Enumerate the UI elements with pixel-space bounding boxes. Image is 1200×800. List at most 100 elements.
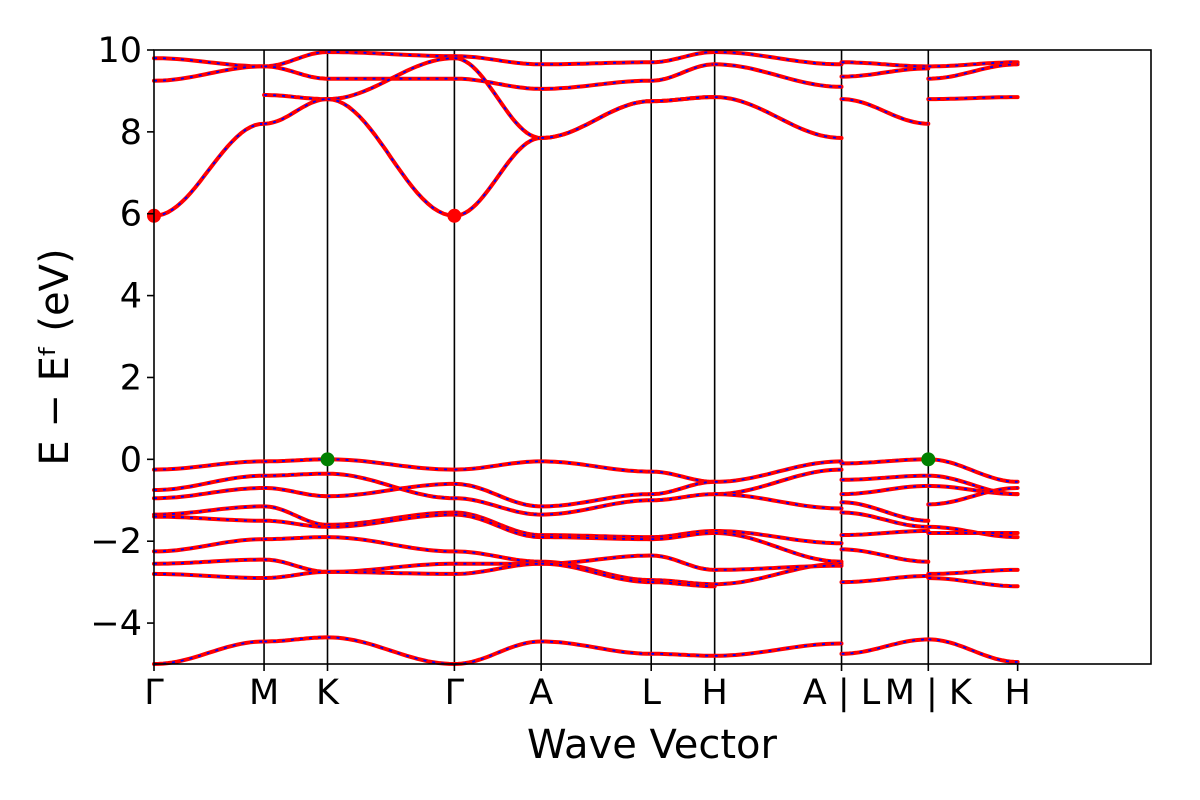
x-tick-label: H	[701, 673, 727, 713]
band-curve-dash	[327, 458, 455, 471]
band-curve-dash	[928, 63, 1018, 80]
band-curve-dash	[454, 513, 542, 538]
band-curve-dash	[154, 505, 265, 516]
x-tick-label: A | L	[803, 673, 881, 713]
x-tick-label: M | K	[885, 673, 973, 713]
band-curve-dash	[454, 77, 542, 90]
band-curve-dash	[841, 638, 929, 655]
band-curve-dash	[264, 94, 328, 100]
y-tick-label: 2	[120, 358, 142, 398]
band-curve-dash	[264, 519, 328, 528]
band-curve-dash	[651, 532, 715, 541]
band-curve-dash	[541, 61, 652, 66]
band-curve-dash	[841, 98, 929, 125]
band-curve-dash	[154, 538, 265, 553]
band-curve-dash	[153, 515, 265, 522]
band-curve-dash	[714, 530, 842, 545]
band-curve-dash	[714, 532, 842, 563]
y-tick-label: 10	[97, 31, 142, 71]
band-curve-dash	[928, 638, 1018, 663]
plot-background	[154, 50, 1151, 664]
x-tick-label: L	[641, 673, 661, 713]
band-curve-dash	[651, 470, 715, 483]
band-curve-dash	[264, 636, 328, 643]
band-curve-dash	[454, 497, 542, 516]
y-tick-label: 0	[120, 440, 142, 480]
band-curve-dash	[327, 513, 455, 528]
band-curve-dash	[714, 63, 842, 88]
band-curve-dash	[264, 505, 328, 526]
band-curve-dash	[928, 458, 1018, 483]
y-axis-label: E − Eᶠ (eV)	[32, 248, 78, 465]
band-curve-dash	[454, 562, 542, 575]
band-curve-dash	[153, 460, 265, 471]
band-curve-dash	[154, 474, 265, 491]
band-curve-dash	[541, 536, 652, 541]
y-tick-label: −4	[90, 604, 142, 644]
x-tick-label: H	[1004, 673, 1030, 713]
band-curve	[452, 56, 544, 140]
band-curve	[325, 56, 457, 102]
band-curve-dash	[153, 573, 265, 579]
band-curve-dash	[928, 487, 1018, 506]
band-curve-dash	[327, 536, 455, 553]
band-curve-dash	[264, 571, 328, 579]
vbm-marker	[320, 452, 335, 467]
band-curve-dash	[153, 640, 265, 665]
band-curve-dash	[841, 458, 929, 465]
band-curve	[712, 95, 844, 140]
band-curve-dash	[651, 493, 715, 502]
y-axis-ticks: −4 −2 0 2 4 6 8 10	[90, 31, 154, 644]
band-curve-dash	[928, 485, 1018, 495]
band-curve-dash	[651, 51, 715, 64]
band-curve-dash	[714, 468, 842, 495]
band-curve-dash	[154, 487, 265, 500]
band-curve-dash	[714, 51, 842, 66]
band-curve-dash	[841, 511, 929, 528]
band-curve-dash	[153, 122, 265, 217]
vbm-marker	[921, 452, 936, 467]
x-tick-label: Γ	[144, 673, 164, 713]
band-curve-dash	[541, 493, 652, 508]
band-curve-dash	[154, 558, 265, 565]
band-curve-dash	[928, 577, 1018, 588]
band-curve-dash	[541, 100, 652, 139]
band-curve-dash	[651, 96, 715, 103]
band-curve-dash	[454, 640, 542, 665]
band-curve-dash	[841, 67, 929, 78]
band-curve-dash	[153, 65, 265, 82]
band-curve-dash	[541, 640, 652, 655]
band-curve-dash	[928, 569, 1018, 575]
band-curve-dash	[454, 483, 542, 508]
band-curve-dash	[327, 472, 455, 500]
band-curve-dash	[327, 483, 455, 498]
band-curve-dash	[841, 530, 929, 536]
band-curve-dash	[327, 51, 455, 57]
band-curve-dash	[841, 575, 929, 583]
band-curve-dash	[928, 61, 1018, 68]
band-curve-dash	[714, 493, 842, 510]
band-curve-dash	[454, 55, 542, 66]
band-curve-dash	[264, 458, 328, 463]
band-curve-dash	[841, 501, 929, 522]
band-curve-dash	[714, 564, 842, 571]
band-curve-dash	[841, 61, 929, 68]
band-curve-dash	[454, 460, 542, 471]
band-curve-dash	[264, 487, 328, 498]
x-axis-label: Wave Vector	[527, 722, 778, 768]
band-curve-dash	[264, 98, 328, 125]
band-curve-dash	[327, 562, 455, 573]
band-curve-dash	[841, 548, 929, 563]
band-curve-dash	[651, 581, 715, 588]
band-curve-dash	[264, 472, 328, 477]
y-tick-label: 4	[120, 277, 142, 317]
x-tick-label: A	[529, 673, 553, 713]
band-curve-dash	[541, 79, 652, 90]
band-curve-dash	[264, 536, 328, 541]
x-tick-label: M	[249, 673, 279, 713]
band-curve-dash	[651, 652, 715, 657]
y-tick-label: 8	[120, 113, 142, 153]
y-tick-label: −2	[90, 522, 142, 562]
